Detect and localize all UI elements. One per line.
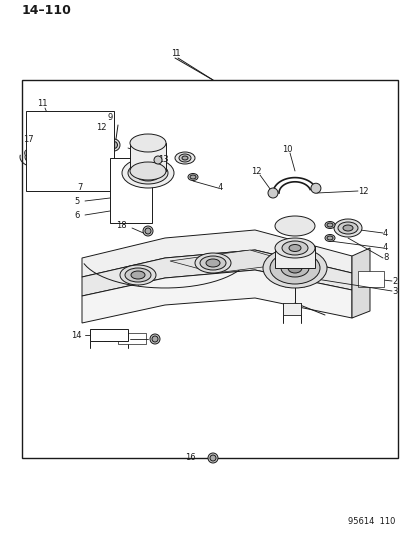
- Ellipse shape: [326, 223, 332, 227]
- Ellipse shape: [125, 268, 151, 282]
- Ellipse shape: [152, 336, 158, 342]
- Ellipse shape: [281, 241, 307, 255]
- Text: 12: 12: [95, 123, 106, 132]
- Ellipse shape: [287, 263, 301, 273]
- Text: 9: 9: [107, 112, 112, 122]
- Polygon shape: [82, 250, 351, 296]
- Text: 11: 11: [37, 100, 47, 109]
- Text: 17: 17: [23, 134, 33, 143]
- Ellipse shape: [280, 259, 308, 277]
- Text: 12: 12: [250, 166, 261, 175]
- Text: 14: 14: [71, 330, 82, 340]
- Ellipse shape: [288, 245, 300, 252]
- Ellipse shape: [122, 158, 173, 188]
- Ellipse shape: [154, 156, 161, 164]
- Text: 16: 16: [185, 454, 195, 463]
- Ellipse shape: [145, 228, 151, 234]
- Ellipse shape: [267, 188, 277, 198]
- Text: 3: 3: [391, 287, 396, 295]
- Ellipse shape: [24, 149, 31, 157]
- Ellipse shape: [120, 265, 156, 285]
- Bar: [118, 333, 146, 344]
- Bar: [90, 329, 128, 341]
- Ellipse shape: [130, 134, 166, 152]
- Ellipse shape: [150, 334, 159, 344]
- Ellipse shape: [206, 259, 219, 267]
- Ellipse shape: [76, 123, 83, 128]
- Text: 10: 10: [281, 144, 292, 154]
- Ellipse shape: [142, 226, 153, 236]
- Text: 8: 8: [382, 254, 387, 262]
- Bar: [110, 158, 152, 223]
- Bar: [26, 111, 114, 191]
- Text: 12: 12: [357, 187, 368, 196]
- Ellipse shape: [274, 238, 314, 258]
- Ellipse shape: [337, 222, 357, 234]
- Ellipse shape: [131, 271, 145, 279]
- Ellipse shape: [135, 165, 161, 181]
- Ellipse shape: [333, 219, 361, 237]
- Text: 4: 4: [218, 183, 223, 192]
- Polygon shape: [351, 248, 369, 318]
- Ellipse shape: [108, 139, 120, 151]
- Ellipse shape: [209, 455, 216, 461]
- Ellipse shape: [130, 162, 166, 180]
- Polygon shape: [82, 270, 351, 323]
- Ellipse shape: [262, 248, 326, 288]
- Text: 6: 6: [74, 211, 80, 220]
- Bar: [282, 303, 300, 315]
- Text: 2: 2: [391, 277, 396, 286]
- Ellipse shape: [342, 225, 352, 231]
- Text: 1: 1: [175, 50, 180, 59]
- Ellipse shape: [199, 256, 225, 270]
- Text: 18: 18: [116, 221, 127, 230]
- Polygon shape: [170, 250, 294, 273]
- Text: 7: 7: [78, 183, 83, 192]
- Text: 4: 4: [382, 244, 387, 253]
- Ellipse shape: [207, 453, 218, 463]
- Text: 13: 13: [158, 156, 168, 165]
- Ellipse shape: [128, 162, 168, 184]
- Ellipse shape: [110, 141, 117, 149]
- Text: 4: 4: [382, 229, 387, 238]
- Ellipse shape: [36, 159, 43, 166]
- Bar: [130, 143, 166, 171]
- Text: 14–110: 14–110: [22, 4, 72, 17]
- Ellipse shape: [188, 174, 197, 181]
- Ellipse shape: [324, 235, 334, 241]
- Bar: [22, 80, 397, 458]
- Ellipse shape: [274, 216, 314, 236]
- Text: 5: 5: [75, 197, 80, 206]
- Ellipse shape: [326, 236, 332, 240]
- Text: 95614  110: 95614 110: [347, 516, 394, 526]
- Bar: [357, 271, 383, 287]
- Bar: [274, 246, 314, 268]
- Ellipse shape: [190, 175, 195, 179]
- Ellipse shape: [178, 154, 190, 162]
- Ellipse shape: [182, 156, 188, 160]
- Ellipse shape: [35, 130, 41, 136]
- Ellipse shape: [324, 222, 334, 229]
- Ellipse shape: [175, 152, 195, 164]
- Text: 1: 1: [171, 50, 176, 59]
- Ellipse shape: [269, 252, 319, 284]
- Ellipse shape: [310, 183, 320, 193]
- Text: 15: 15: [102, 335, 113, 343]
- Polygon shape: [82, 230, 351, 277]
- Ellipse shape: [141, 169, 154, 177]
- Ellipse shape: [195, 253, 230, 273]
